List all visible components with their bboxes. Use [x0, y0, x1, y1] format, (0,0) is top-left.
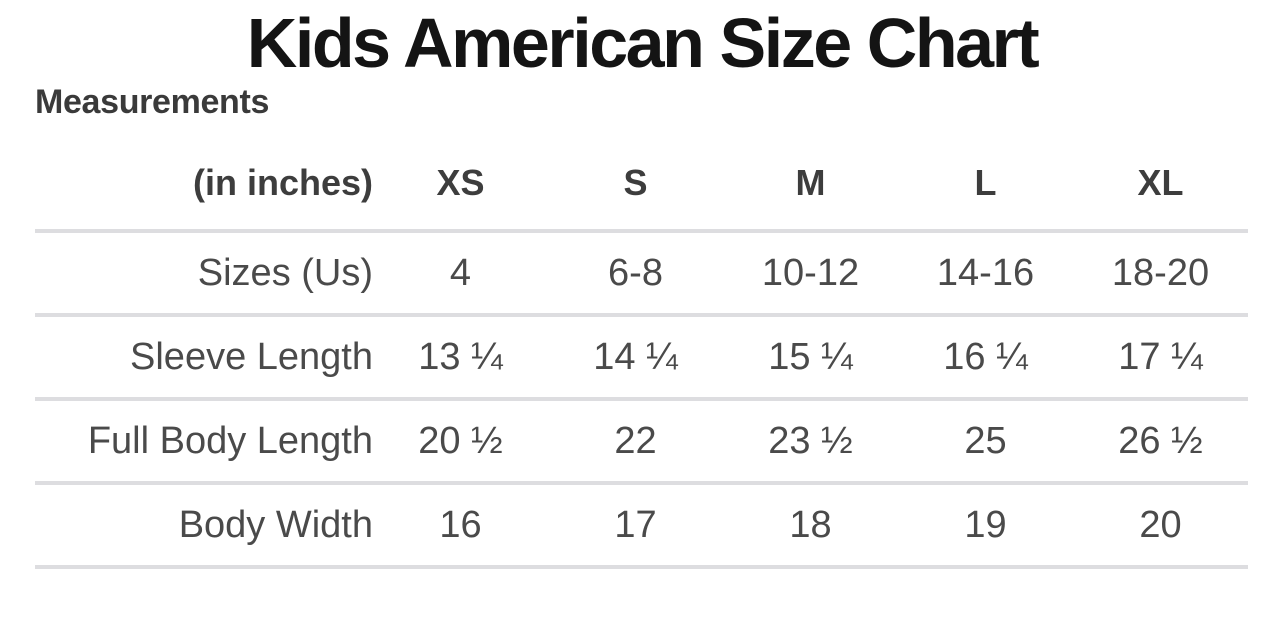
size-chart-page: Kids American Size Chart Measurements (i…	[35, 4, 1248, 569]
cell-value: 23 ½	[768, 419, 853, 462]
column-header-l: L	[974, 161, 997, 203]
cell-value: 10-12	[761, 251, 860, 294]
measurements-heading: Measurements	[35, 83, 270, 121]
cell-value: 17 ¼	[1118, 335, 1203, 378]
cell-value: 19	[964, 503, 1007, 546]
column-header-m: M	[795, 161, 826, 203]
table-row-body-width: Body Width 16 17 18 19 20	[35, 485, 1248, 569]
unit-label: (in inches)	[192, 161, 373, 203]
column-header-s: S	[623, 161, 648, 203]
cell-value: 20	[1139, 503, 1182, 546]
table-row-sleeve-length: Sleeve Length 13 ¼ 14 ¼ 15 ¼ 16 ¼ 17 ¼	[35, 317, 1248, 401]
column-header-xs: XS	[436, 161, 485, 203]
column-header-xl: XL	[1137, 161, 1184, 203]
row-label: Sizes (Us)	[197, 251, 373, 294]
cell-value: 20 ½	[418, 419, 503, 462]
cell-value: 16 ¼	[943, 335, 1028, 378]
cell-value: 15 ¼	[768, 335, 853, 378]
cell-value: 25	[964, 419, 1007, 462]
cell-value: 18	[789, 503, 832, 546]
cell-value: 6-8	[608, 251, 663, 294]
row-label: Sleeve Length	[130, 335, 373, 378]
cell-value: 18-20	[1111, 251, 1210, 294]
cell-value: 4	[449, 251, 472, 294]
cell-value: 13 ¼	[418, 335, 503, 378]
table-header-row: (in inches) XS S M L XL	[35, 122, 1248, 233]
cell-value: 14 ¼	[593, 335, 678, 378]
table-row-sizes-us: Sizes (Us) 4 6-8 10-12 14-16 18-20	[35, 233, 1248, 317]
size-table: (in inches) XS S M L XL Sizes (Us) 4 6-8…	[35, 122, 1248, 569]
cell-value: 22	[614, 419, 657, 462]
page-title: Kids American Size Chart	[246, 4, 1040, 82]
row-label: Full Body Length	[87, 419, 373, 462]
row-label: Body Width	[178, 503, 373, 546]
cell-value: 14-16	[936, 251, 1035, 294]
cell-value: 16	[439, 503, 482, 546]
table-row-full-body-length: Full Body Length 20 ½ 22 23 ½ 25 26 ½	[35, 401, 1248, 485]
cell-value: 26 ½	[1118, 419, 1203, 462]
cell-value: 17	[614, 503, 657, 546]
